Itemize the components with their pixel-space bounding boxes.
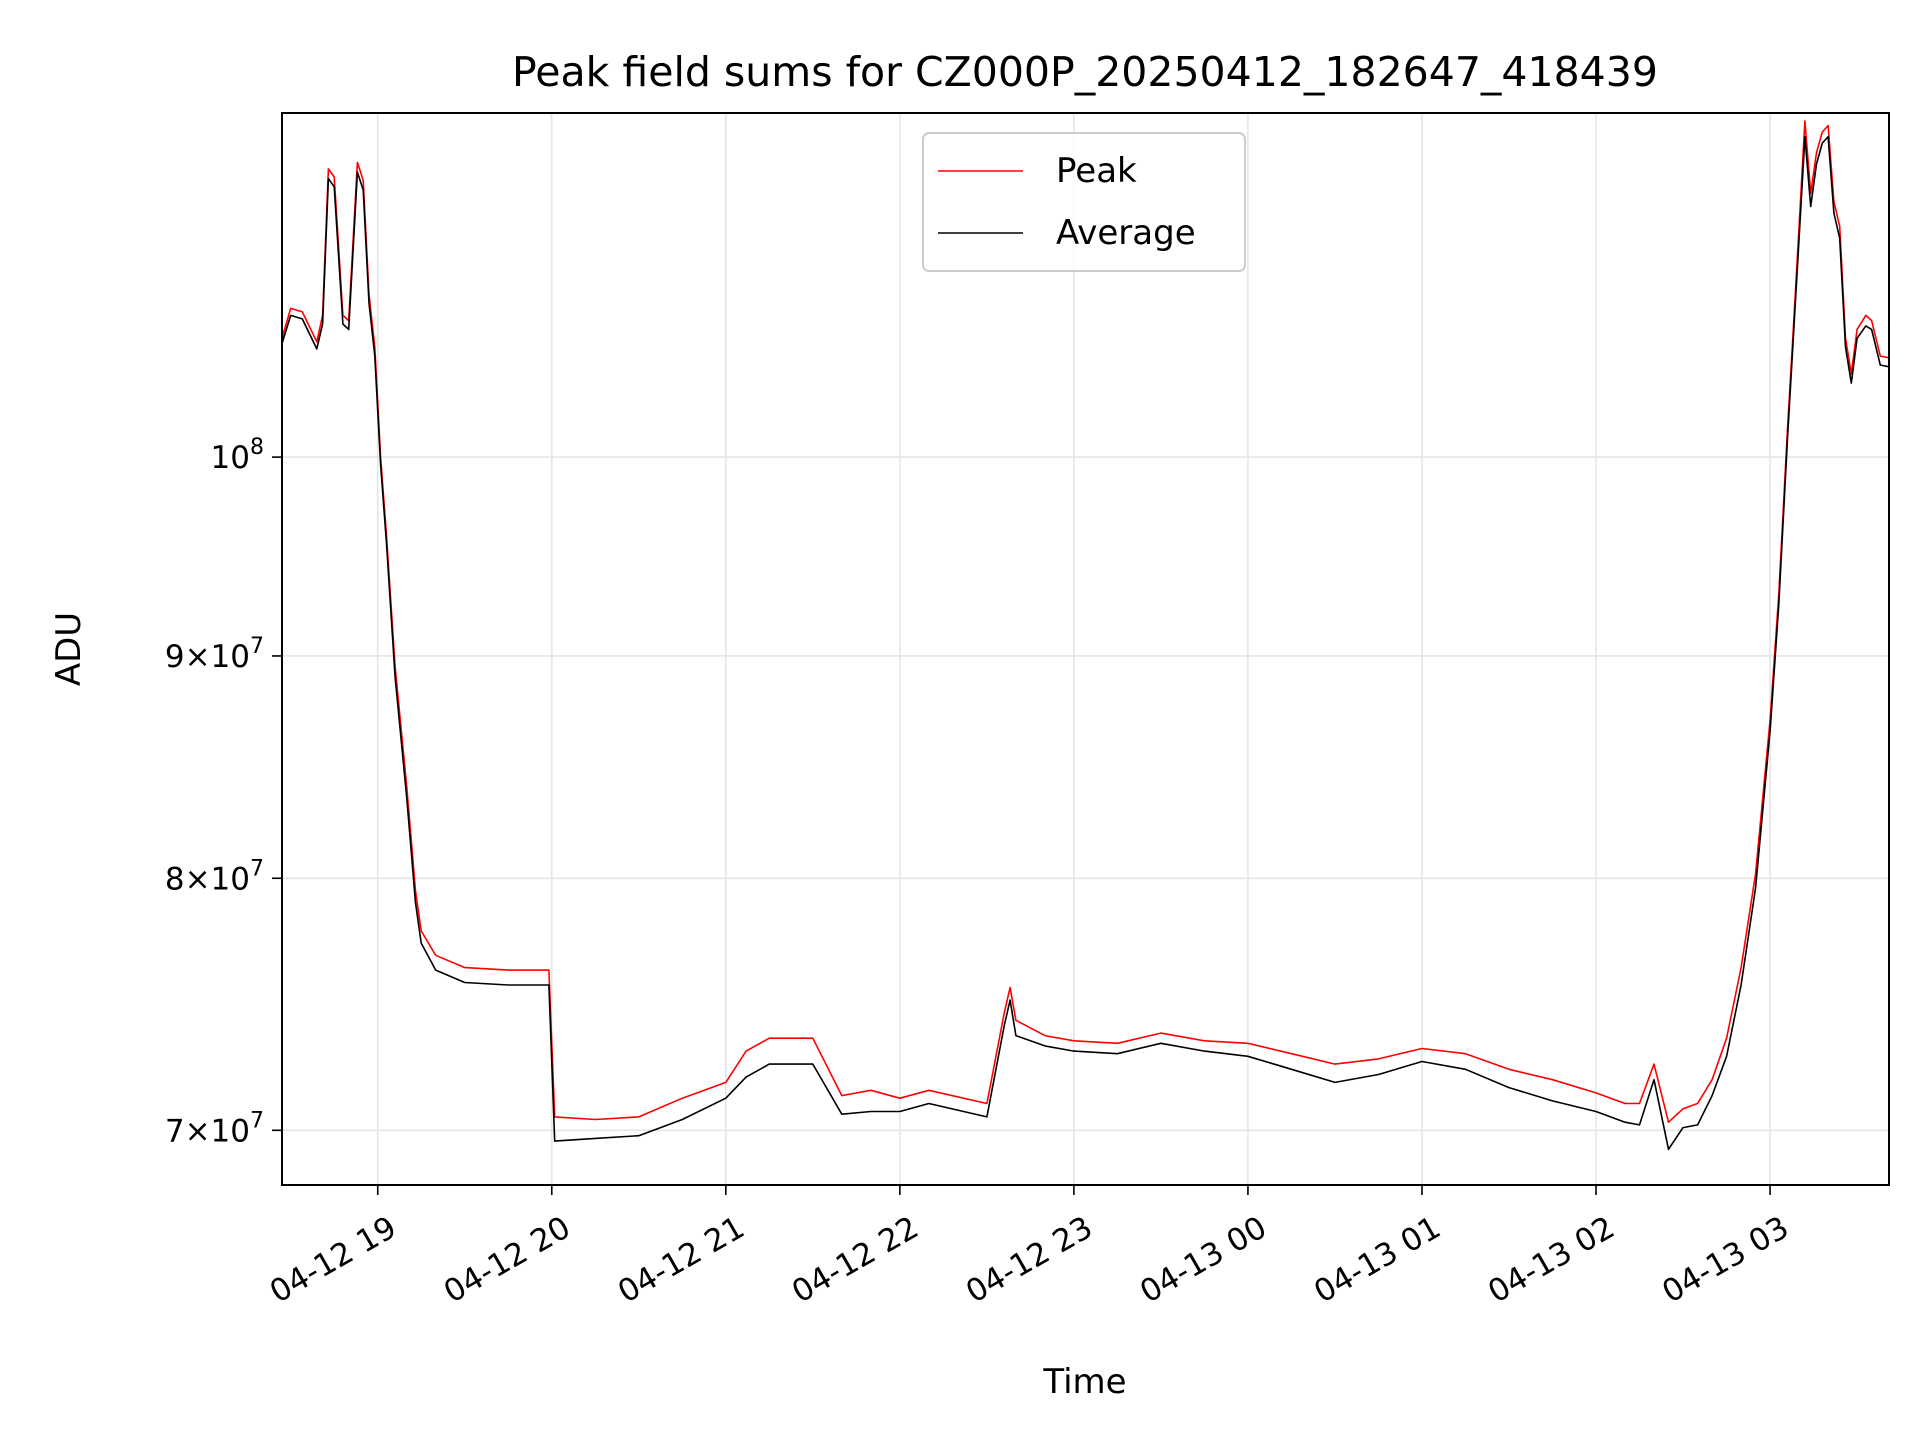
y-tick-label: 9×107 xyxy=(165,634,264,675)
y-tick-label: 7×107 xyxy=(165,1108,264,1149)
legend: Peak Average xyxy=(922,132,1246,272)
grid xyxy=(282,113,1889,1185)
legend-label-average: Average xyxy=(1056,213,1196,253)
series-line-average xyxy=(281,135,1890,1151)
plot-frame xyxy=(281,112,1890,1186)
y-tick-label: 108 xyxy=(211,435,264,476)
x-axis-label: Time xyxy=(1042,1362,1126,1402)
y-tick-label: 8×107 xyxy=(165,856,264,897)
chart-title: Peak field sums for CZ000P_20250412_1826… xyxy=(512,48,1658,96)
legend-box xyxy=(922,132,1246,272)
legend-label-peak: Peak xyxy=(1056,151,1137,191)
y-axis-label: ADU xyxy=(49,612,89,686)
series-layer xyxy=(281,120,1890,1151)
